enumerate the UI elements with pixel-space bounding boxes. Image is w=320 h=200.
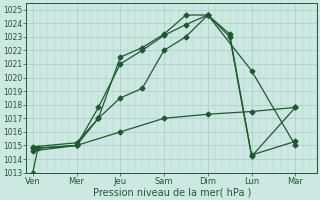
X-axis label: Pression niveau de la mer( hPa ): Pression niveau de la mer( hPa )	[92, 187, 251, 197]
